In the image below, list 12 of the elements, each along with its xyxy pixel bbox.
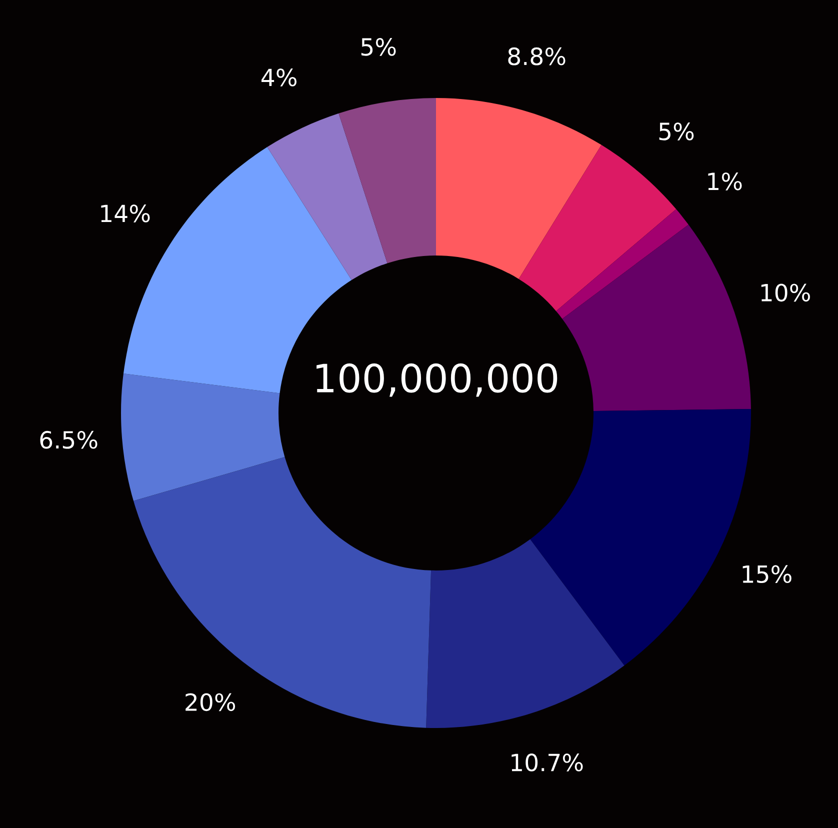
data-label: 4% (262, 68, 297, 86)
data-label: 10% (761, 284, 810, 302)
data-label: 5% (659, 122, 694, 140)
data-label: 1% (708, 172, 742, 190)
data-label: 14% (101, 204, 150, 222)
data-label: 20% (186, 693, 236, 712)
data-label: 5% (361, 38, 396, 56)
data-label: 6.5% (40, 430, 98, 449)
text: 100,000,000 (316, 363, 558, 397)
data-label: 10.7% (512, 754, 583, 772)
data-label: 15% (742, 565, 792, 584)
data-label: 8.8% (508, 47, 566, 66)
